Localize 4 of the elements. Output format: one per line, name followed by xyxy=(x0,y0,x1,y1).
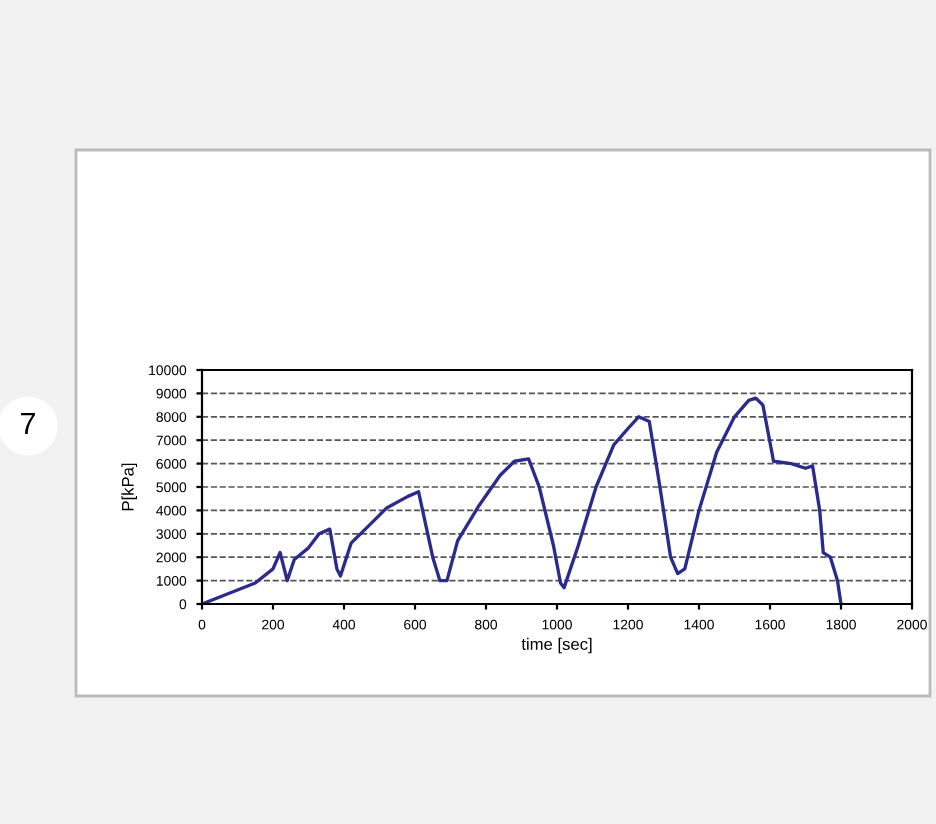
text: 7 xyxy=(21,412,35,434)
line-series xyxy=(202,396,843,604)
y-axis-title: P[kPa] xyxy=(121,463,137,511)
x-axis-title: time [sec] xyxy=(521,637,592,654)
